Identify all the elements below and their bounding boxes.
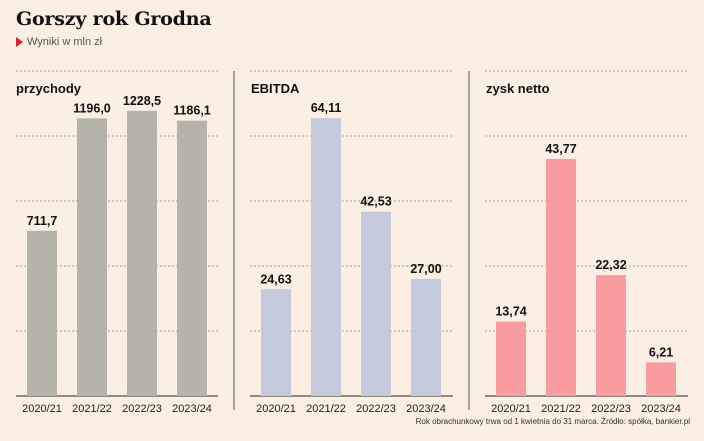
x-tick-label: 2022/23 — [122, 403, 162, 415]
data-label: 22,32 — [595, 258, 626, 272]
x-tick-label: 2020/21 — [22, 403, 62, 415]
chart-title: Gorszy rok Grodna — [16, 8, 212, 30]
bar — [77, 118, 107, 396]
bar — [127, 110, 157, 396]
panel-title: EBITDA — [251, 81, 300, 96]
x-tick-label: 2022/23 — [356, 403, 396, 415]
data-label: 6,21 — [649, 345, 673, 359]
data-label: 24,63 — [260, 272, 291, 286]
data-label: 13,74 — [495, 305, 526, 319]
data-label: 711,7 — [27, 214, 58, 228]
x-tick-label: 2021/22 — [541, 403, 581, 415]
data-label: 42,53 — [360, 195, 391, 209]
bar — [646, 362, 676, 396]
x-tick-label: 2020/21 — [491, 403, 531, 415]
panel-title: przychody — [16, 81, 82, 96]
bar — [361, 211, 391, 396]
x-tick-label: 2023/24 — [406, 403, 446, 415]
triangle-right-icon — [16, 37, 23, 47]
x-tick-label: 2023/24 — [172, 403, 212, 415]
x-tick-label: 2021/22 — [72, 403, 112, 415]
bar — [546, 158, 576, 396]
bar — [177, 120, 207, 396]
bar — [261, 289, 291, 396]
data-label: 1196,0 — [73, 101, 111, 115]
x-tick-label: 2022/23 — [591, 403, 631, 415]
bar — [411, 279, 441, 396]
bar — [496, 321, 526, 396]
x-tick-label: 2023/24 — [641, 403, 681, 415]
data-label: 43,77 — [545, 142, 576, 156]
x-tick-label: 2020/21 — [256, 403, 296, 415]
chart-subtitle: Wyniki w mln zł — [16, 36, 102, 48]
x-tick-label: 2021/22 — [306, 403, 346, 415]
source-note: Rok obrachunkowy trwa od 1 kwietnia do 3… — [415, 417, 690, 426]
data-label: 1228,5 — [123, 94, 161, 108]
data-label: 64,11 — [311, 101, 342, 115]
subtitle-text: Wyniki w mln zł — [27, 36, 103, 48]
data-label: 27,00 — [410, 262, 441, 276]
bar — [311, 118, 341, 396]
data-label: 1186,1 — [173, 104, 211, 118]
bar — [27, 230, 57, 396]
panel-title: zysk netto — [486, 81, 550, 96]
bar — [596, 275, 626, 396]
